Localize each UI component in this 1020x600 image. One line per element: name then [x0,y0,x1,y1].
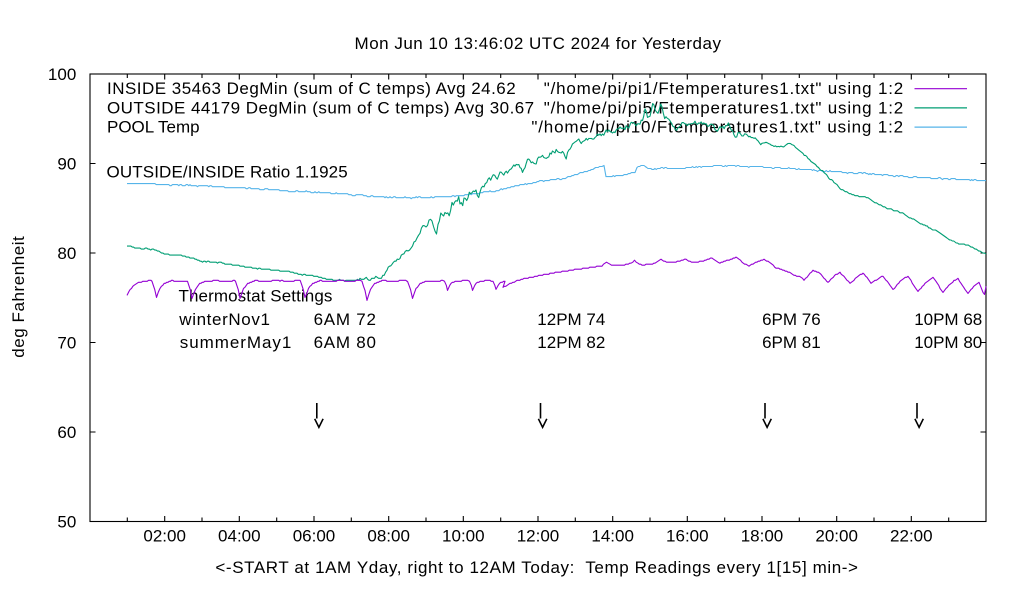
svg-text:12PM 74: 12PM 74 [537,310,605,329]
svg-text:22:00: 22:00 [890,526,933,545]
svg-text:summerMay1: summerMay1 [180,333,292,352]
svg-text:12PM 82: 12PM 82 [537,333,605,352]
svg-text:10:00: 10:00 [442,526,485,545]
svg-text:"/home/pi/pi1/Ftemperatures1.t: "/home/pi/pi1/Ftemperatures1.txt" using … [544,79,904,98]
svg-text:OUTSIDE/INSIDE Ratio 1.1925: OUTSIDE/INSIDE Ratio 1.1925 [107,163,348,182]
svg-text:18:00: 18:00 [741,526,784,545]
svg-text:INSIDE 35463 DegMin (sum of C: INSIDE 35463 DegMin (sum of C temps) Avg… [107,79,516,98]
svg-text:90: 90 [57,155,76,174]
svg-text:6AM 80: 6AM 80 [314,333,377,352]
svg-text:6PM 76: 6PM 76 [762,310,821,329]
svg-text:20:00: 20:00 [815,526,858,545]
svg-text:winterNov1: winterNov1 [178,310,270,329]
svg-text:04:00: 04:00 [218,526,261,545]
svg-text:Mon Jun 10 13:46:02 UTC 2024 f: Mon Jun 10 13:46:02 UTC 2024 for Yesterd… [355,34,722,53]
svg-text:80: 80 [57,244,76,263]
svg-text:06:00: 06:00 [293,526,336,545]
svg-text:10PM 80: 10PM 80 [914,333,982,352]
svg-text:50: 50 [57,513,76,532]
svg-text:OUTSIDE 44179 DegMin (sum of C: OUTSIDE 44179 DegMin (sum of C temps) Av… [107,98,535,117]
svg-text:14:00: 14:00 [591,526,634,545]
svg-text:08:00: 08:00 [367,526,410,545]
svg-text:POOL Temp: POOL Temp [107,118,200,137]
svg-text:deg Fahrenheit: deg Fahrenheit [9,236,28,358]
svg-text:10PM 68: 10PM 68 [914,310,982,329]
svg-text:"/home/pi/pi5/Ftemperatures1.t: "/home/pi/pi5/Ftemperatures1.txt" using … [544,98,904,117]
svg-text:02:00: 02:00 [143,526,186,545]
svg-text:Thermostat Settings: Thermostat Settings [179,287,333,306]
svg-text:16:00: 16:00 [666,526,709,545]
svg-text:100: 100 [48,65,76,84]
svg-text:6AM 72: 6AM 72 [314,310,377,329]
svg-text:60: 60 [57,423,76,442]
svg-text:6PM 81: 6PM 81 [762,333,821,352]
svg-text:12:00: 12:00 [517,526,560,545]
svg-text:<-START at 1AM Yday, right to: <-START at 1AM Yday, right to 12AM Today… [215,558,858,577]
svg-text:70: 70 [57,334,76,353]
svg-text:"/home/pi/pi10/Ftemperatures1.: "/home/pi/pi10/Ftemperatures1.txt" using… [531,118,904,137]
